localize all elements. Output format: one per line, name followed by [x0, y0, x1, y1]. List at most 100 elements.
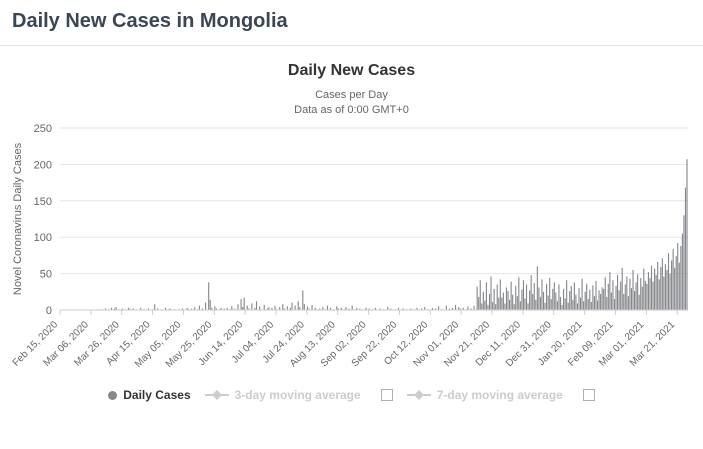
checkbox-7day-moving-average[interactable]: [582, 389, 595, 401]
y-tick-label: 150: [34, 196, 52, 208]
daily-cases-bar: [654, 268, 656, 310]
daily-cases-bar: [215, 308, 217, 310]
daily-cases-bar: [115, 307, 117, 310]
daily-cases-bar: [485, 282, 487, 310]
daily-cases-bar: [110, 307, 113, 310]
daily-cases-bar: [555, 292, 557, 310]
daily-cases-bar: [132, 308, 134, 310]
daily-cases-bar: [536, 266, 538, 310]
daily-cases-bar: [576, 303, 579, 310]
daily-cases-bar: [365, 307, 367, 310]
daily-cases-bar: [390, 308, 392, 310]
daily-cases-bar: [208, 282, 210, 310]
daily-cases-bar: [254, 307, 256, 310]
daily-cases-bar: [169, 308, 171, 310]
daily-cases-bar: [147, 308, 150, 310]
daily-cases-bar: [330, 307, 332, 310]
daily-cases-bar: [613, 299, 616, 310]
chart-legend: Daily Cases 3-day moving average 7-day m…: [10, 388, 693, 402]
daily-cases-bar: [459, 308, 461, 310]
daily-cases-bar: [596, 300, 599, 310]
daily-cases-bar: [242, 307, 244, 310]
daily-cases-bar: [291, 302, 293, 310]
title-divider: [0, 45, 703, 46]
daily-cases-bar: [478, 296, 480, 310]
daily-cases-bar: [504, 303, 506, 310]
daily-cases-bar: [140, 307, 142, 310]
legend-item-daily-cases[interactable]: Daily Cases: [108, 388, 191, 402]
daily-cases-bar: [680, 245, 682, 310]
daily-cases-bar: [448, 308, 450, 310]
daily-cases-bar: [607, 283, 609, 310]
daily-cases-bar: [387, 307, 389, 310]
daily-cases-bar: [251, 303, 253, 310]
daily-cases-bar: [578, 288, 580, 310]
daily-cases-bar: [524, 298, 526, 310]
daily-cases-bar: [498, 297, 500, 310]
daily-cases-bar: [294, 305, 296, 310]
page-title: Daily New Cases in Mongolia: [12, 10, 288, 32]
daily-cases-bar: [612, 280, 614, 310]
daily-cases-bar: [220, 307, 222, 310]
daily-cases-bar: [209, 299, 211, 310]
daily-cases-bar: [336, 306, 338, 310]
daily-cases-bar: [368, 308, 370, 310]
checkbox-3day-moving-average[interactable]: [380, 389, 393, 401]
daily-cases-bar: [539, 296, 541, 310]
daily-cases-bar: [194, 307, 196, 310]
daily-cases-bar: [544, 302, 546, 310]
y-tick-label: 250: [34, 123, 52, 135]
legend-label-3day-moving-average: 3-day moving average: [234, 388, 361, 402]
daily-cases-bar: [434, 308, 437, 310]
daily-cases-bar: [479, 280, 481, 310]
daily-cases-bar: [635, 282, 637, 310]
daily-cases-bar: [575, 294, 577, 310]
daily-cases-bar: [563, 288, 565, 310]
daily-cases-bar: [302, 290, 304, 310]
daily-cases-bar: [592, 285, 594, 310]
legend-label-7day-moving-average: 7-day moving average: [436, 388, 563, 402]
daily-cases-bar: [458, 307, 460, 310]
daily-cases-bar: [455, 304, 457, 310]
daily-cases-bar: [104, 308, 106, 310]
daily-cases-bar: [661, 258, 663, 310]
daily-cases-bar: [402, 308, 404, 310]
legend-label-daily-cases: Daily Cases: [123, 388, 191, 402]
daily-cases-bar: [529, 290, 531, 310]
daily-cases-bar: [624, 284, 626, 310]
daily-cases-bar: [421, 308, 423, 310]
daily-cases-bar: [348, 308, 350, 310]
daily-cases-bar: [634, 291, 636, 310]
daily-cases-bar: [248, 308, 250, 310]
daily-cases-bar: [671, 260, 673, 310]
daily-cases-bar: [351, 305, 353, 310]
daily-cases-bar: [266, 308, 268, 310]
daily-cases-bar: [201, 308, 204, 310]
y-tick-label: 50: [40, 269, 52, 281]
daily-cases-bar: [686, 159, 688, 310]
daily-cases-bar: [476, 286, 478, 310]
daily-cases-bar: [345, 307, 347, 310]
daily-cases-bar: [198, 305, 200, 310]
daily-cases-bar: [570, 285, 572, 310]
daily-cases-bar: [583, 301, 585, 310]
legend-item-3day-moving-average[interactable]: 3-day moving average: [204, 388, 361, 402]
daily-cases-bar: [512, 294, 514, 310]
daily-cases-bar: [488, 293, 491, 310]
daily-cases-bar: [231, 306, 233, 310]
daily-cases-bar: [566, 280, 568, 310]
daily-cases-bar: [652, 281, 654, 310]
chart-subtitle-data-as-of: Data as of 0:00 GMT+0: [294, 104, 409, 116]
daily-cases-bar: [226, 307, 228, 310]
daily-cases-bar: [550, 299, 552, 310]
daily-cases-bar: [507, 291, 509, 310]
daily-cases-bar: [297, 301, 299, 310]
daily-cases-bar: [424, 307, 426, 310]
legend-item-7day-moving-average[interactable]: 7-day moving average: [406, 388, 563, 402]
daily-cases-bar: [581, 278, 583, 310]
daily-cases-bar: [658, 279, 660, 310]
daily-cases-bar: [515, 285, 517, 310]
daily-cases-bar: [191, 308, 193, 310]
daily-cases-bar: [525, 284, 528, 310]
